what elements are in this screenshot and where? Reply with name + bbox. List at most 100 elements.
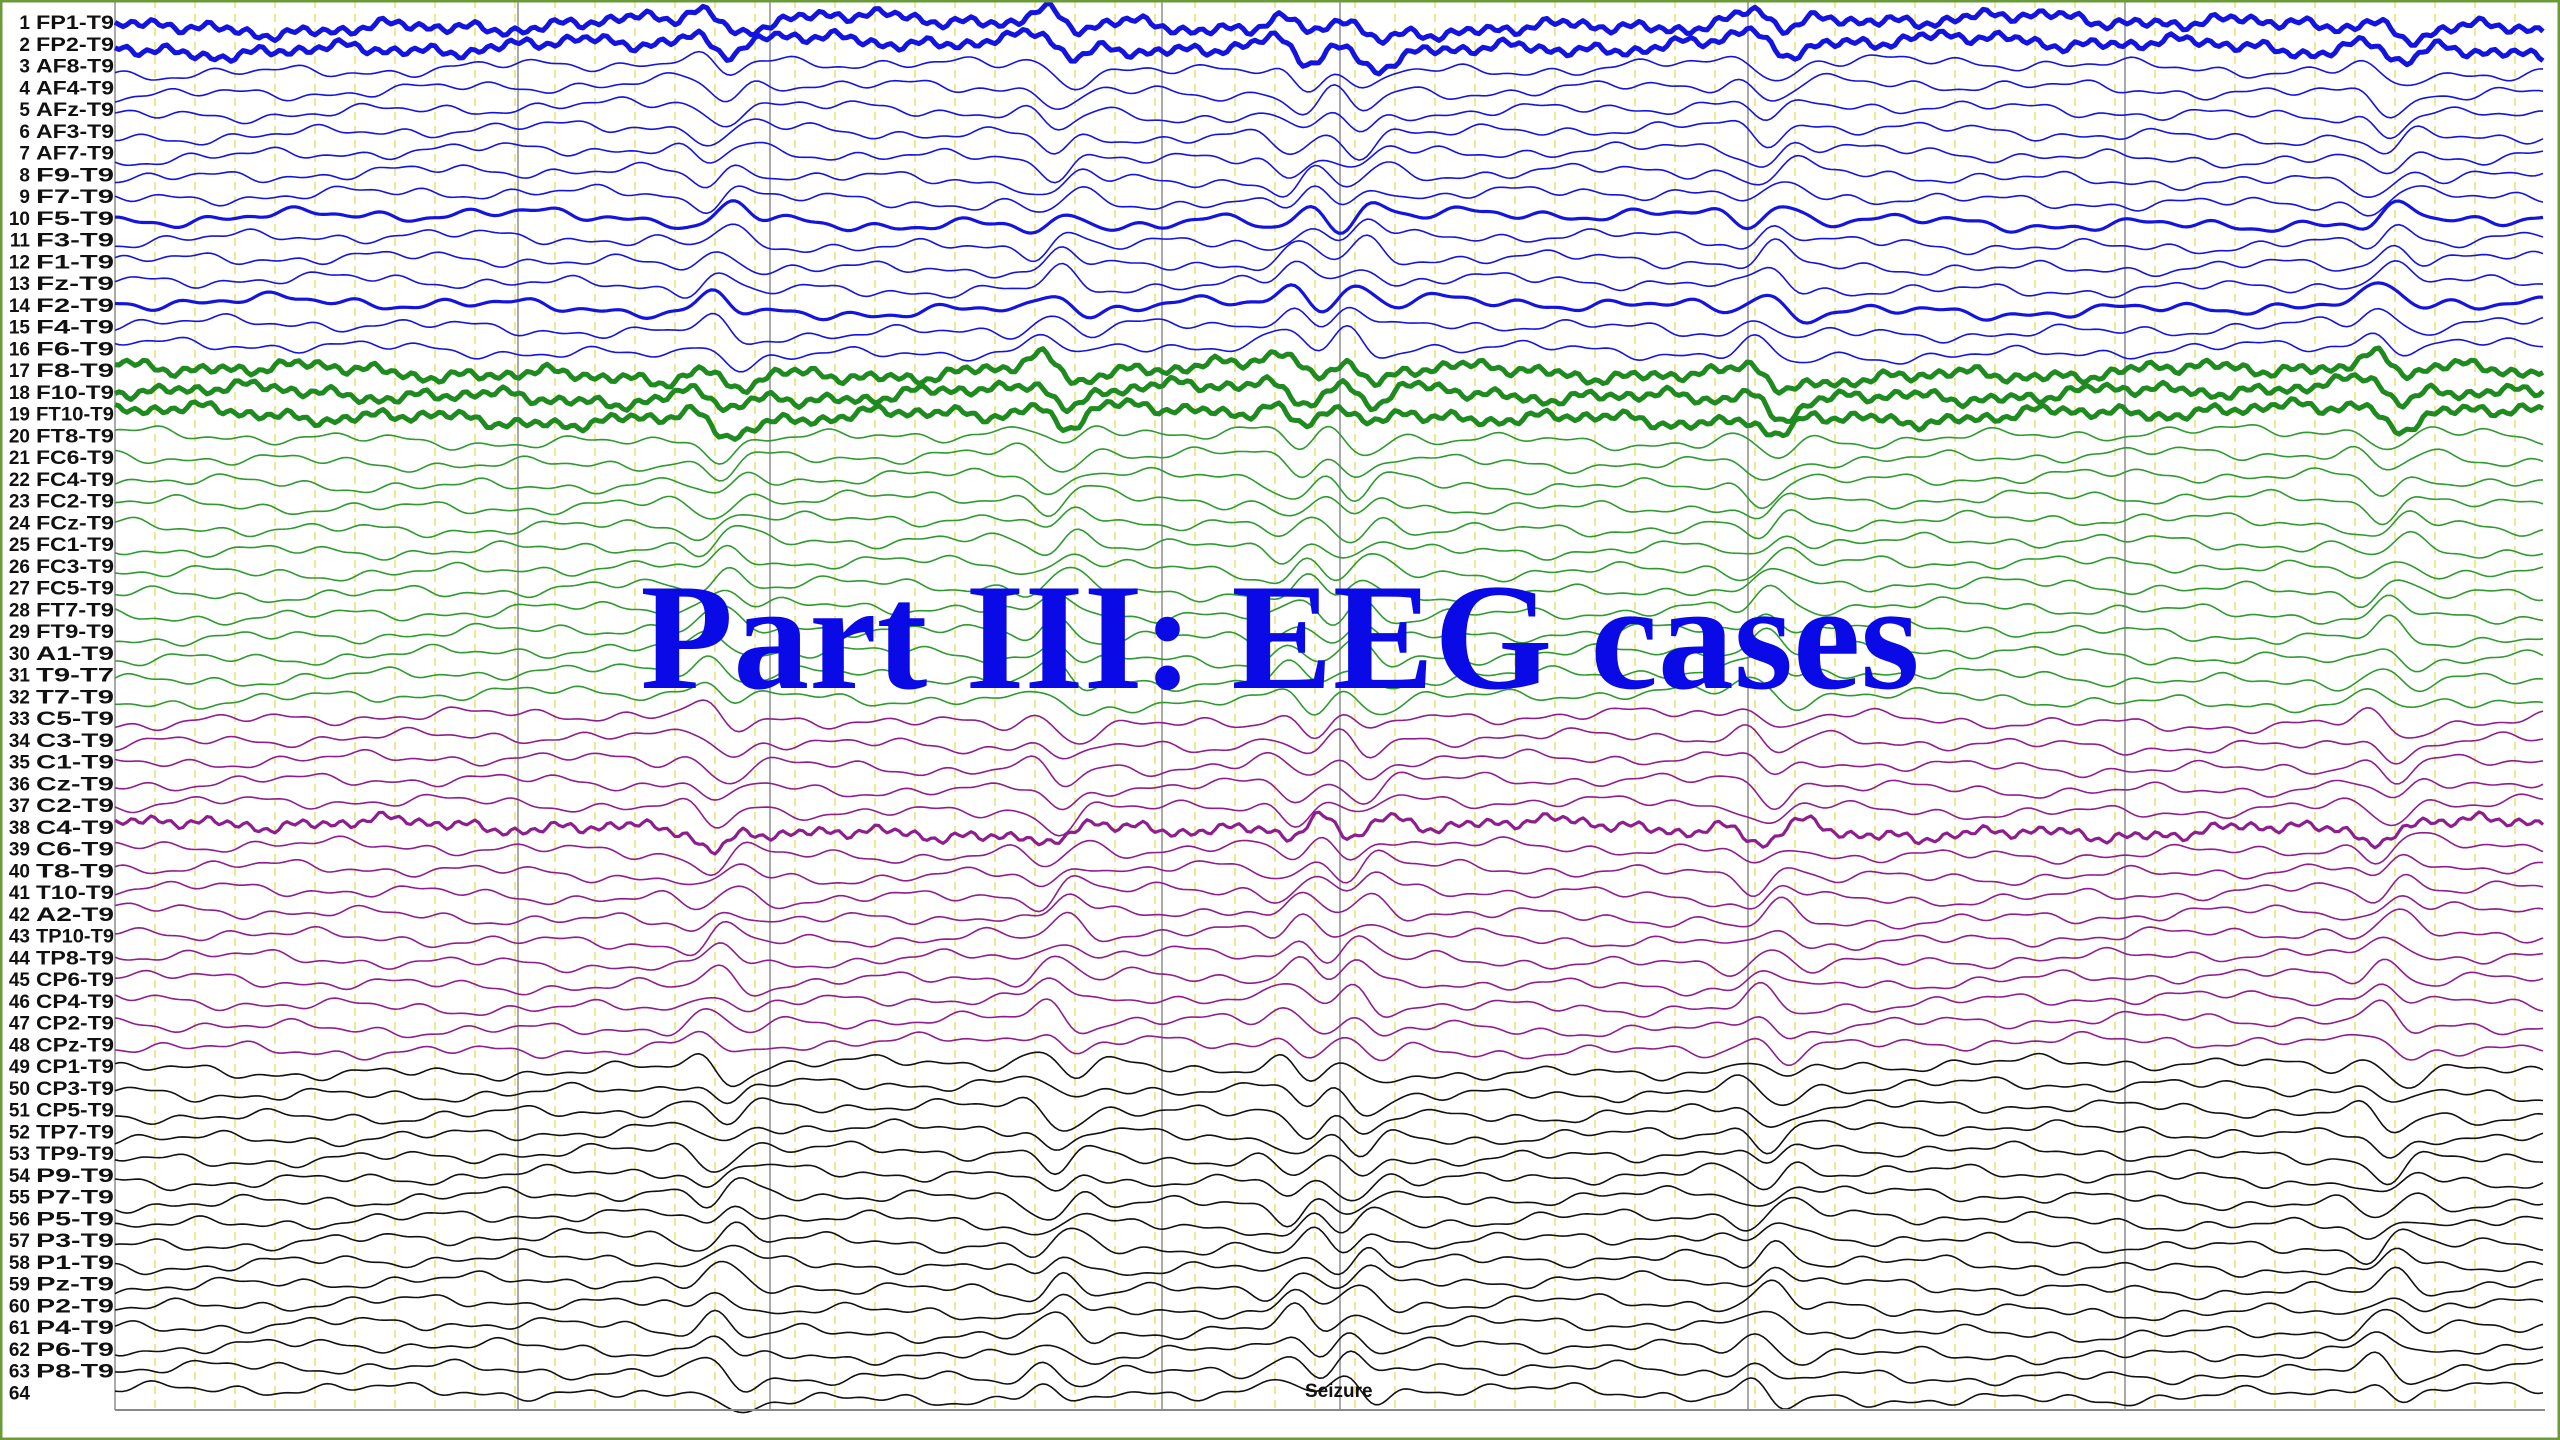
eeg-trace <box>114 771 2544 811</box>
eeg-trace <box>114 199 2544 235</box>
channel-number: 55 <box>9 1188 31 1209</box>
slide-title: Part III: EEG cases <box>640 553 1919 721</box>
channel-label: FT8-T9 <box>36 426 114 447</box>
eeg-trace <box>114 396 2545 442</box>
annotations: Seizure <box>1305 1381 1373 1402</box>
channel-number: 5 <box>19 100 30 121</box>
channel-number: 59 <box>9 1275 30 1296</box>
channel-label: F10-T9 <box>36 383 114 404</box>
channel-number: 42 <box>9 905 30 926</box>
eeg-trace <box>114 810 2545 856</box>
eeg-trace <box>114 1051 2544 1089</box>
eeg-trace <box>113 0 2545 48</box>
channel-label: CP4-T9 <box>36 992 114 1013</box>
channel-number: 6 <box>19 122 30 143</box>
eeg-trace <box>114 891 2544 932</box>
eeg-trace <box>114 484 2544 526</box>
channel-number: 50 <box>9 1079 30 1100</box>
channel-label: F9-T9 <box>36 165 114 186</box>
channel-number: 63 <box>9 1362 30 1383</box>
eeg-trace <box>114 1239 2544 1278</box>
channel-number: 34 <box>9 731 31 752</box>
eeg-trace <box>114 345 2545 396</box>
eeg-trace <box>114 849 2544 897</box>
channel-number: 62 <box>9 1340 30 1361</box>
channel-label: TP10-T9 <box>36 927 114 948</box>
channel-label: C1-T9 <box>36 753 114 774</box>
channel-label: P6-T9 <box>36 1340 114 1361</box>
eeg-trace <box>115 676 2544 717</box>
eeg-trace <box>114 1140 2544 1186</box>
channel-number: 3 <box>19 57 30 78</box>
channel-label: CP3-T9 <box>36 1079 114 1100</box>
channel-number: 11 <box>10 231 31 252</box>
channel-label: FC6-T9 <box>36 448 114 469</box>
eeg-trace <box>114 1196 2544 1240</box>
channel-label: Fz-T9 <box>36 274 114 295</box>
eeg-trace <box>114 935 2544 977</box>
channel-number: 37 <box>9 796 30 817</box>
channel-label: P2-T9 <box>36 1296 114 1317</box>
eeg-trace <box>114 96 2543 140</box>
channel-number: 9 <box>19 187 30 208</box>
channel-number: 33 <box>9 709 30 730</box>
eeg-trace <box>114 234 2544 279</box>
channel-label: F5-T9 <box>36 209 114 230</box>
channel-number: 61 <box>9 1318 31 1339</box>
eeg-trace <box>114 1279 2544 1322</box>
channel-number: 53 <box>9 1144 30 1165</box>
channel-number: 36 <box>9 774 30 795</box>
channel-label: CP2-T9 <box>36 1014 114 1035</box>
channel-number: 51 <box>9 1101 31 1122</box>
channel-number: 14 <box>9 296 31 317</box>
channel-number: 16 <box>9 339 30 360</box>
channel-label: FT10-T9 <box>36 405 114 426</box>
channel-number: 30 <box>9 644 30 665</box>
eeg-trace <box>114 793 2544 837</box>
eeg-trace <box>114 748 2544 788</box>
channel-number: 56 <box>9 1209 30 1230</box>
channel-number: 60 <box>9 1296 30 1317</box>
channel-label: P3-T9 <box>36 1231 114 1252</box>
channel-label: P5-T9 <box>36 1209 114 1230</box>
channel-number: 35 <box>9 753 31 774</box>
channel-label: FT7-T9 <box>36 600 114 621</box>
eeg-trace <box>114 1350 2544 1393</box>
channel-number: 31 <box>9 666 31 687</box>
channel-label: F4-T9 <box>36 318 114 339</box>
channel-number: 21 <box>9 448 31 469</box>
channel-number: 41 <box>9 883 31 904</box>
channel-label: F3-T9 <box>36 231 114 252</box>
channel-label: T8-T9 <box>36 861 114 882</box>
eeg-trace <box>114 1118 2544 1159</box>
eeg-trace <box>114 466 2544 510</box>
channel-number: 52 <box>9 1122 30 1143</box>
channel-number: 24 <box>9 513 31 534</box>
channel-label: F8-T9 <box>36 361 114 382</box>
channel-number: 1 <box>19 13 30 34</box>
eeg-trace <box>114 1375 2544 1414</box>
eeg-trace <box>114 306 2544 345</box>
channel-number: 40 <box>9 861 30 882</box>
channel-label: FC2-T9 <box>36 492 114 513</box>
channel-label: TP8-T9 <box>36 948 114 969</box>
channel-label: P7-T9 <box>36 1188 114 1209</box>
channel-number: 28 <box>9 600 30 621</box>
channel-label: A1-T9 <box>36 644 114 665</box>
channel-label: AFz-T9 <box>36 100 114 121</box>
channel-number: 2 <box>19 35 30 56</box>
channel-number: 43 <box>9 927 30 948</box>
channel-label: FT9-T9 <box>36 622 114 643</box>
channel-number: 22 <box>9 470 30 491</box>
channel-label: P8-T9 <box>36 1362 114 1383</box>
event-annotation: Seizure <box>1305 1381 1373 1402</box>
channel-label: C6-T9 <box>36 840 114 861</box>
channel-label: T9-T7 <box>36 666 114 687</box>
eeg-trace <box>114 324 2544 373</box>
eeg-trace <box>114 118 2544 161</box>
channel-label: AF4-T9 <box>36 78 114 99</box>
eeg-trace <box>114 1331 2544 1366</box>
eeg-traces <box>113 0 2545 1414</box>
channel-label: CP6-T9 <box>36 970 114 991</box>
